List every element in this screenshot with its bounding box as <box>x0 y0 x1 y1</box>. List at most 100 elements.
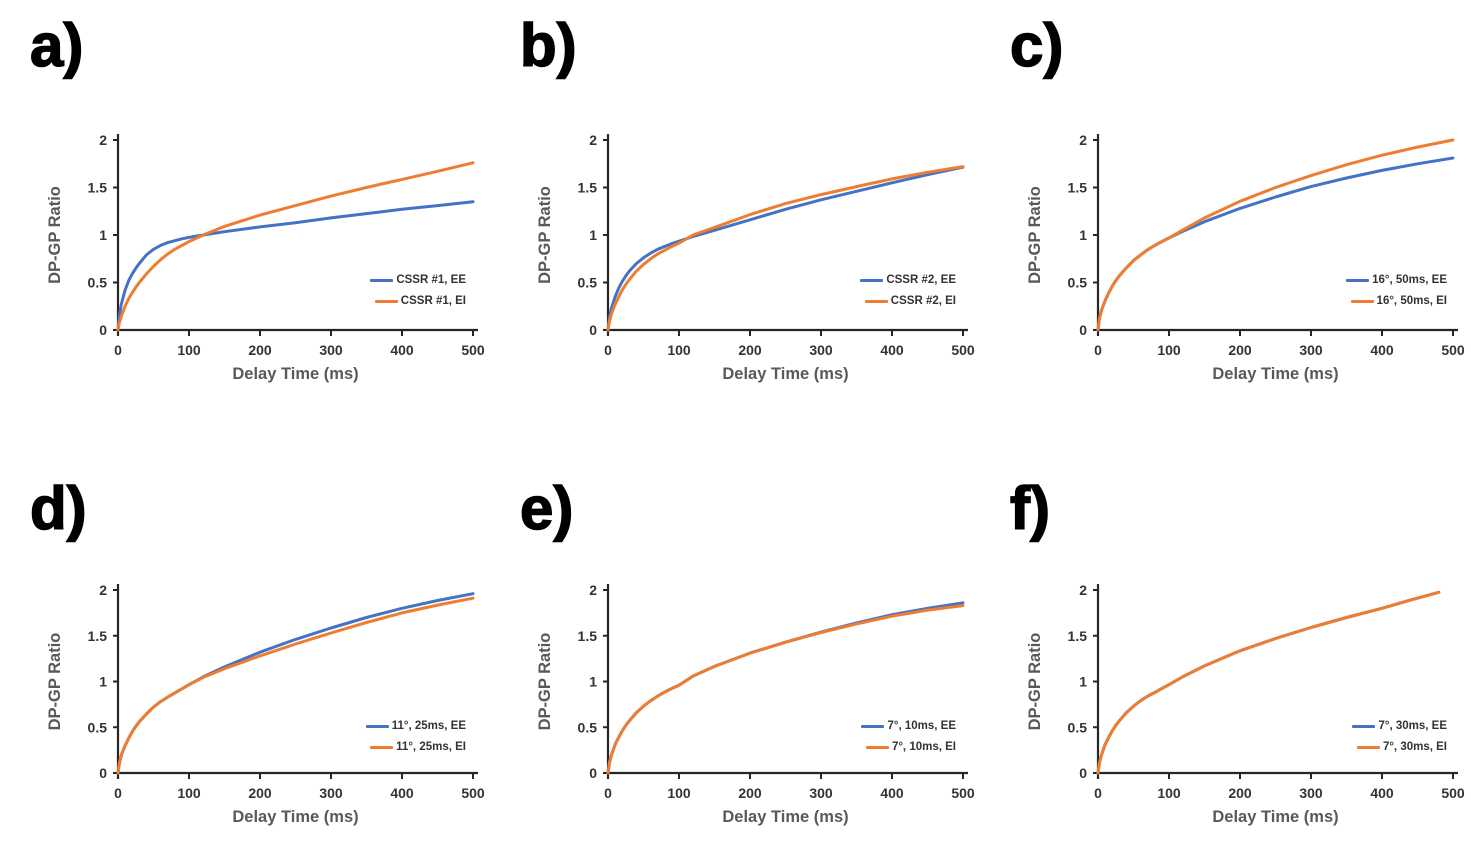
x-tick-label: 0 <box>114 785 122 801</box>
y-tick-label: 1 <box>1079 227 1087 243</box>
y-axis-title: DP-GP Ratio <box>46 633 64 731</box>
y-tick-label: 0.5 <box>578 719 598 735</box>
legend: 16°, 50ms, EE 16°, 50ms, EI <box>1346 274 1447 307</box>
y-tick-label: 1.5 <box>88 180 108 196</box>
chart-panel: a) 0 0.5 1 1.5 2 0 100 200 300 400 500 Delay Time (m… <box>0 0 490 421</box>
series-line-ei <box>1096 138 1455 332</box>
y-tick-label: 2 <box>99 582 107 598</box>
legend-row: CSSR #2, EE <box>860 274 956 286</box>
x-tick-label: 400 <box>1370 342 1394 358</box>
legend-label: 11°, 25ms, EE <box>391 720 466 732</box>
chart-svg: 0 0.5 1 1.5 2 0 100 200 300 400 500 Delay Time (ms)… <box>536 132 975 383</box>
x-tick-label: 0 <box>1094 342 1102 358</box>
legend: 7°, 10ms, EE 7°, 10ms, EI <box>861 720 956 753</box>
x-tick-label: 300 <box>809 342 833 358</box>
legend-label: CSSR #2, EI <box>890 295 956 307</box>
x-tick-label: 400 <box>1370 785 1394 801</box>
x-tick-label: 100 <box>667 342 691 358</box>
x-tick-label: 400 <box>880 342 904 358</box>
panel-letter: c) <box>1009 12 1064 79</box>
y-tick-label: 0 <box>99 322 107 338</box>
x-axis-title: Delay Time (ms) <box>1212 808 1338 826</box>
y-tick-label: 2 <box>1079 582 1087 598</box>
x-tick-label: 500 <box>461 342 485 358</box>
x-tick-label: 100 <box>177 342 201 358</box>
y-tick-label: 0.5 <box>1068 275 1088 291</box>
x-tick-label: 500 <box>951 785 975 801</box>
legend-swatch-ee <box>861 724 885 728</box>
x-tick-label: 0 <box>1094 785 1102 801</box>
legend-row: CSSR #1, EI <box>374 295 466 307</box>
panel-letter: b) <box>519 12 577 79</box>
y-axis-title: DP-GP Ratio <box>1026 633 1044 731</box>
y-tick-label: 0 <box>589 322 597 338</box>
legend: 11°, 25ms, EE 11°, 25ms, EI <box>365 720 466 753</box>
x-tick-label: 300 <box>319 342 343 358</box>
legend-swatch-ei <box>864 299 888 303</box>
x-tick-label: 500 <box>1441 342 1465 358</box>
x-tick-label: 400 <box>880 785 904 801</box>
chart-panel: b) 0 0.5 1 1.5 2 0 100 200 300 400 500 Delay Time (m… <box>490 0 980 421</box>
legend-swatch-ee <box>365 724 389 728</box>
panel-letter: a) <box>29 12 84 79</box>
chart-panel: c) 0 0.5 1 1.5 2 0 100 200 300 400 500 Delay Time (m… <box>980 0 1471 421</box>
y-tick-label: 2 <box>99 132 107 148</box>
x-tick-label: 500 <box>1441 785 1465 801</box>
legend: 7°, 30ms, EE 7°, 30ms, EI <box>1352 720 1447 753</box>
chart-panel: f) 0 0.5 1 1.5 2 0 100 200 300 400 500 Delay Time (m… <box>980 421 1471 842</box>
y-tick-label: 1 <box>1079 674 1087 690</box>
panel-letter: e) <box>519 475 574 542</box>
y-tick-label: 1.5 <box>578 628 598 644</box>
x-tick-label: 400 <box>390 342 414 358</box>
y-tick-label: 0.5 <box>578 275 598 291</box>
y-tick-label: 1 <box>589 227 597 243</box>
legend-row: 7°, 10ms, EI <box>865 741 956 753</box>
legend-row: 11°, 25ms, EI <box>370 741 466 753</box>
series-line-ei <box>116 596 475 775</box>
x-tick-label: 300 <box>1299 785 1323 801</box>
legend-label: CSSR #1, EI <box>400 295 466 307</box>
series-line-ei <box>1096 590 1441 775</box>
x-axis-title: Delay Time (ms) <box>1212 365 1338 383</box>
legend: CSSR #1, EE CSSR #1, EI <box>370 274 466 307</box>
x-axis-title: Delay Time (ms) <box>722 808 848 826</box>
x-tick-label: 100 <box>1157 342 1181 358</box>
y-axis-title: DP-GP Ratio <box>1026 186 1044 284</box>
y-tick-label: 1.5 <box>1068 180 1088 196</box>
panel-letter: f) <box>1009 475 1050 542</box>
chart-panel: d) 0 0.5 1 1.5 2 0 100 200 300 400 500 Delay Time (m… <box>0 421 490 842</box>
x-tick-label: 200 <box>248 785 272 801</box>
legend-label: 16°, 50ms, EE <box>1372 274 1447 286</box>
y-axis-title: DP-GP Ratio <box>536 186 554 284</box>
x-tick-label: 500 <box>461 785 485 801</box>
legend-swatch-ee <box>1352 724 1376 728</box>
series-line-ei <box>606 604 965 775</box>
chart-svg: 0 0.5 1 1.5 2 0 100 200 300 400 500 Delay Time (ms)… <box>46 132 485 383</box>
x-tick-label: 100 <box>1157 785 1181 801</box>
legend-row: 16°, 50ms, EE <box>1346 274 1447 286</box>
y-tick-label: 2 <box>589 132 597 148</box>
y-tick-label: 2 <box>589 582 597 598</box>
y-tick-label: 1.5 <box>578 180 598 196</box>
legend-swatch-ee <box>1346 278 1370 282</box>
legend-swatch-ei <box>1350 299 1374 303</box>
x-tick-label: 200 <box>738 785 762 801</box>
y-tick-label: 0 <box>1079 765 1087 781</box>
legend-label: 7°, 10ms, EI <box>891 741 956 753</box>
x-tick-label: 0 <box>604 785 612 801</box>
legend-row: CSSR #2, EI <box>864 295 956 307</box>
chart-svg: 0 0.5 1 1.5 2 0 100 200 300 400 500 Delay Time (ms)… <box>46 582 485 826</box>
legend-label: CSSR #2, EE <box>886 274 956 286</box>
x-tick-label: 100 <box>177 785 201 801</box>
x-tick-label: 200 <box>738 342 762 358</box>
x-tick-label: 300 <box>1299 342 1323 358</box>
legend-label: CSSR #1, EE <box>396 274 466 286</box>
chart-svg: 0 0.5 1 1.5 2 0 100 200 300 400 500 Delay Time (ms)… <box>536 582 975 826</box>
legend-label: 11°, 25ms, EI <box>396 741 466 753</box>
legend-label: 7°, 10ms, EE <box>887 720 956 732</box>
x-tick-label: 0 <box>604 342 612 358</box>
y-tick-label: 1 <box>99 674 107 690</box>
chart-panel: e) 0 0.5 1 1.5 2 0 100 200 300 400 500 Delay Time (m… <box>490 421 980 842</box>
legend-row: 11°, 25ms, EE <box>365 720 466 732</box>
legend: CSSR #2, EE CSSR #2, EI <box>860 274 956 307</box>
